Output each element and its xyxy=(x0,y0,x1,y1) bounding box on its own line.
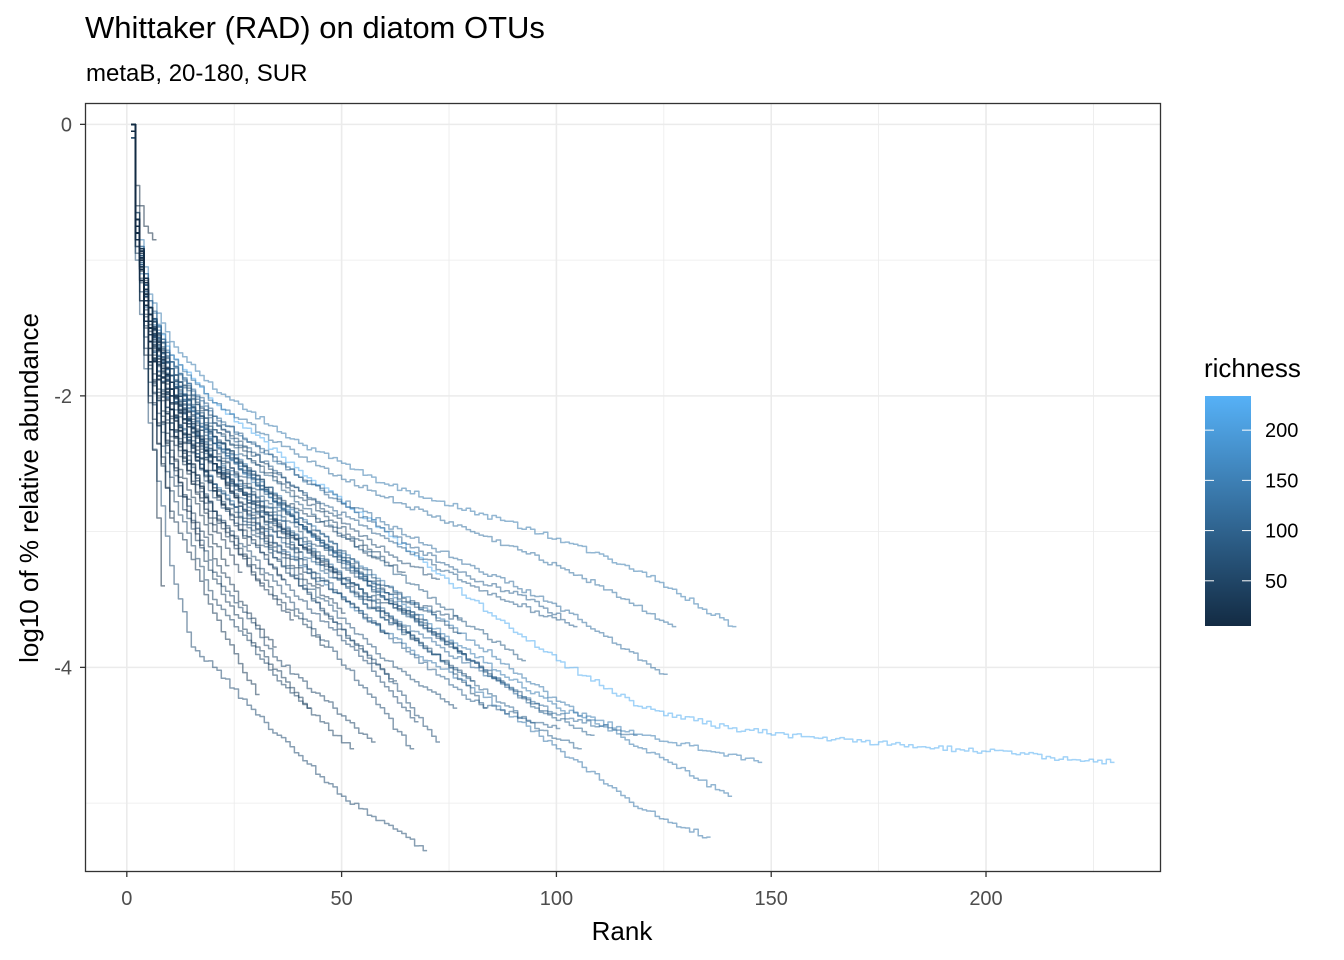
series-line xyxy=(131,130,462,621)
grid-lines xyxy=(86,104,1160,871)
series-line xyxy=(131,130,165,587)
legend-tick-label: 50 xyxy=(1265,571,1287,593)
axes: 0 50 100 150 200 0 -2 -4 xyxy=(54,114,1002,910)
y-axis-title: log10 of % relative abundance xyxy=(14,313,44,663)
panel-border xyxy=(84,102,1162,873)
series-line xyxy=(131,123,578,628)
legend-title: richness xyxy=(1204,353,1301,383)
series-line xyxy=(131,123,153,309)
series-line xyxy=(131,130,638,736)
chart-title: Whittaker (RAD) on diatom OTUs xyxy=(85,10,545,45)
series-line xyxy=(131,123,1115,765)
series-lines xyxy=(131,123,1115,852)
y-tick-label: 0 xyxy=(61,114,72,136)
legend-tick-label: 100 xyxy=(1265,521,1298,543)
legend-tick-label: 150 xyxy=(1265,470,1298,492)
legend-tick-label: 200 xyxy=(1265,420,1298,442)
series-line xyxy=(131,137,428,852)
x-tick-label: 100 xyxy=(540,888,573,910)
chart-subtitle: metaB, 20-180, SUR xyxy=(86,60,308,87)
series-line xyxy=(131,123,406,574)
series-line xyxy=(131,123,294,621)
series-line xyxy=(131,130,668,675)
x-tick-label: 200 xyxy=(969,888,1002,910)
series-line xyxy=(131,130,380,560)
legend-colorbar xyxy=(1205,396,1251,626)
series-line xyxy=(131,137,711,839)
legend: richness 50 100 150 200 xyxy=(1204,353,1301,626)
series-line xyxy=(131,130,582,750)
series-line xyxy=(131,123,677,628)
x-tick-label: 150 xyxy=(755,888,788,910)
y-tick-label: -2 xyxy=(54,386,72,408)
series-line xyxy=(131,130,161,445)
x-axis-title: Rank xyxy=(592,916,654,946)
series-line xyxy=(131,130,561,621)
x-tick-label: 0 xyxy=(121,888,132,910)
y-tick-label: -4 xyxy=(54,657,72,679)
series-line xyxy=(131,130,397,682)
series-line xyxy=(131,123,737,628)
x-tick-label: 50 xyxy=(330,888,352,910)
legend-ticks: 50 100 150 200 xyxy=(1205,420,1298,593)
